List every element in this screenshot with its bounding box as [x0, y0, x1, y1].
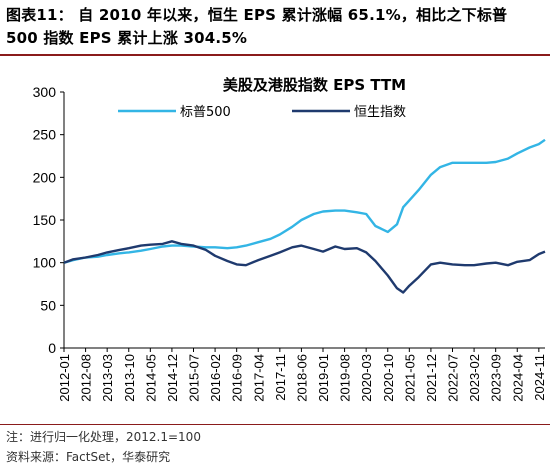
x-tick-label: 2022-07 — [446, 354, 461, 402]
legend-label-1: 标普500 — [180, 105, 231, 120]
x-tick-label: 2019-08 — [338, 354, 353, 402]
series-line-1 — [63, 138, 546, 264]
x-tick-label: 2017-04 — [251, 354, 266, 402]
x-tick-label: 2023-09 — [489, 354, 504, 402]
x-tick-label: 2024-04 — [510, 354, 525, 402]
y-tick-label: 200 — [33, 169, 57, 185]
series-line-2 — [63, 240, 546, 294]
x-tick-label: 2016-09 — [230, 354, 245, 402]
x-tick-label: 2019-01 — [316, 354, 331, 402]
x-tick-label: 2012-08 — [79, 354, 94, 402]
eps-line-chart: 美股及港股指数 EPS TTM 0 50 100 150 200 250 300 2012-01… — [33, 76, 547, 402]
x-tick-label: 2020-10 — [381, 354, 396, 402]
x-tick-label: 2018-06 — [294, 354, 309, 402]
x-tick-label: 2014-05 — [143, 354, 158, 402]
x-tick-label: 2021-05 — [402, 354, 417, 402]
x-tick-label: 2016-02 — [208, 354, 223, 402]
footnote: 注：进行归一化处理，2012.1=100 — [6, 430, 201, 444]
x-tick-label: 2014-12 — [165, 354, 180, 402]
caption-line-2: 500 指数 EPS 累计上涨 304.5% — [6, 29, 248, 47]
x-tick-label: 2020-03 — [359, 354, 374, 402]
caption-line-1: 图表11： 自 2010 年以来，恒生 EPS 累计涨幅 65.1%，相比之下标… — [6, 6, 508, 24]
x-tick-label: 2017-11 — [273, 354, 288, 401]
caption-divider — [0, 54, 550, 56]
y-tick-label: 50 — [40, 297, 56, 313]
x-tick-label: 2012-01 — [57, 354, 72, 402]
x-tick-label: 2024-11 — [532, 354, 547, 401]
y-tick-label: 150 — [33, 212, 57, 228]
x-tick-label: 2013-03 — [100, 354, 115, 402]
x-tick-label: 2023-02 — [467, 354, 482, 402]
y-tick-label: 0 — [48, 340, 56, 356]
x-tick-label: 2021-12 — [424, 354, 439, 402]
source-note: 资料来源：FactSet，华泰研究 — [6, 450, 171, 464]
chart-title: 美股及港股指数 EPS TTM — [223, 76, 406, 94]
y-tick-label: 250 — [33, 127, 57, 143]
x-tick-label: 2013-10 — [122, 354, 137, 402]
legend-label-2: 恒生指数 — [354, 105, 406, 120]
y-tick-label: 100 — [33, 255, 57, 271]
footer-divider — [0, 424, 550, 425]
y-tick-label: 300 — [33, 84, 57, 100]
x-tick-label: 2015-07 — [187, 354, 202, 402]
figure-caption: 图表11： 自 2010 年以来，恒生 EPS 累计涨幅 65.1%，相比之下标… — [6, 4, 546, 50]
